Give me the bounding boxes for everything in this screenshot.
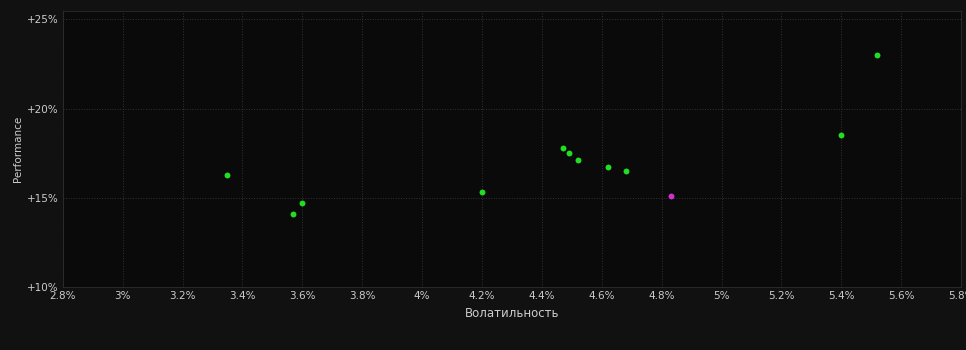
Point <box>474 190 490 195</box>
Point <box>219 172 235 177</box>
Point <box>555 145 571 150</box>
Y-axis label: Performance: Performance <box>13 116 23 182</box>
Point <box>286 211 301 217</box>
Point <box>600 165 615 170</box>
Point <box>834 133 849 138</box>
Point <box>618 168 634 174</box>
Point <box>561 150 577 156</box>
Point <box>663 193 678 199</box>
X-axis label: Волатильность: Волатильность <box>465 307 559 320</box>
Point <box>295 200 310 206</box>
Point <box>570 158 585 163</box>
Point <box>869 52 885 58</box>
